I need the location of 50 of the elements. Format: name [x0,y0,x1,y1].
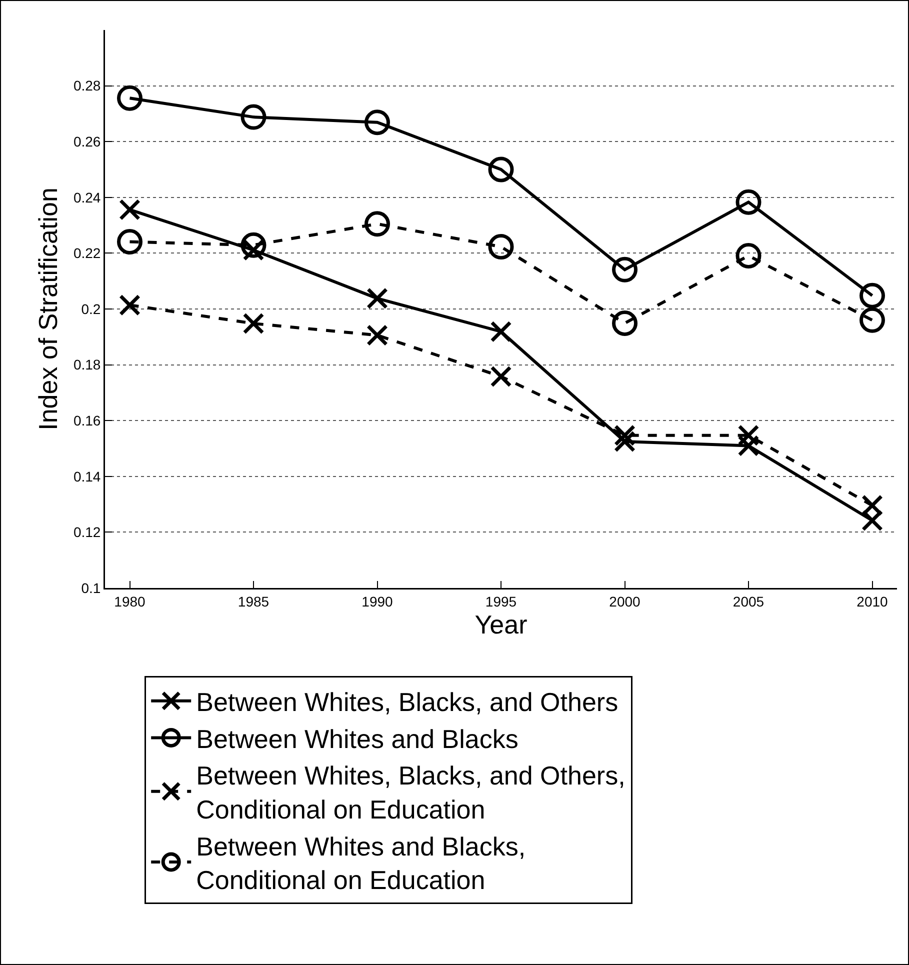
point [366,324,388,346]
point [119,294,140,316]
point [488,234,514,260]
x-tick-label: 2000 [609,593,641,610]
x-tick-label: 2005 [732,593,764,610]
y-tick-label: 0.16 [73,412,101,428]
point [736,242,762,268]
point [612,310,638,336]
point [738,424,760,446]
point [490,320,512,342]
y-tick-label: 0.12 [73,524,101,540]
point [736,189,762,215]
point [240,232,266,258]
point [242,312,264,334]
point [860,307,885,333]
point [117,229,142,254]
x-tick-label: 1980 [114,593,146,610]
x-tick-label: 1995 [485,593,517,610]
point [490,366,512,388]
legend-label: Between Whites, Blacks, and Others, Conditional on Education [196,760,626,824]
y-tick-label: 0.18 [73,356,101,373]
point [364,211,390,237]
y-tick-label: 0.2 [81,300,101,317]
y-tick-label: 0.28 [73,78,101,94]
legend-label: Between Whites, Blacks, and Others [196,687,618,718]
point [488,156,514,182]
y-tick-label: 0.24 [73,189,101,206]
point [240,104,266,130]
point [862,510,883,532]
point [614,424,636,446]
point [364,110,390,136]
y-tick-label: 0.22 [73,245,101,262]
point [119,198,140,220]
point [117,85,142,111]
point [366,288,388,310]
y-tick-label: 0.26 [73,134,101,150]
x-axis-title: Year [474,609,528,640]
x-tick-label: 1990 [362,593,394,610]
point [860,282,885,308]
point [614,430,636,452]
x-tick-label: 1985 [238,593,270,610]
point [862,494,883,516]
point [612,256,638,282]
x-tick-label: 2010 [856,593,888,610]
legend-label: Between Whites and Blacks [196,724,518,754]
point [738,434,760,456]
y-tick-label: 0.14 [73,468,101,484]
y-tick-label: 0.1 [81,580,101,596]
legend-label: Between Whites and Blacks, Conditional on Education [196,831,526,896]
y-axis-title: Index of Stratification [33,188,64,430]
